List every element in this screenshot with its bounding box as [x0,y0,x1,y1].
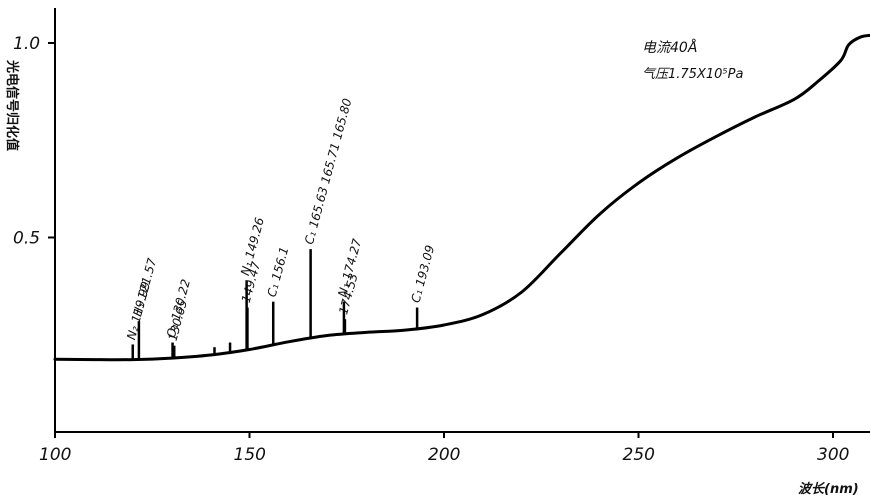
y-axis-title: 光电信号归化值 [4,59,20,151]
current-annotation: 电流40Å [642,39,697,56]
x-tick-label: 250 [623,445,655,465]
pressure-annotation: 气压1.75X10⁵Pa [642,67,743,82]
y-tick-label: 1.0 [13,34,40,54]
peak-label: C₁ 193.09 [408,244,437,305]
ticks: 100 150 200 250 300 0.5 1.0 [13,34,849,465]
y-tick-label: 0.5 [13,229,40,249]
spectrum-line [53,33,870,362]
x-tick-label: 150 [234,445,266,465]
x-tick-label: 100 [39,445,71,465]
peak-label: C₁ 165.63 165.71 165.80 [302,97,355,246]
peak-label: H₁ 121.57 [130,256,159,318]
axes [54,8,870,433]
peak-label: C₁ 156.1 [265,245,292,298]
peaks [131,249,419,360]
x-tick-label: 200 [428,445,460,465]
x-axis-title: 波长(nm) [798,481,859,497]
x-tick-label: 300 [817,445,849,465]
